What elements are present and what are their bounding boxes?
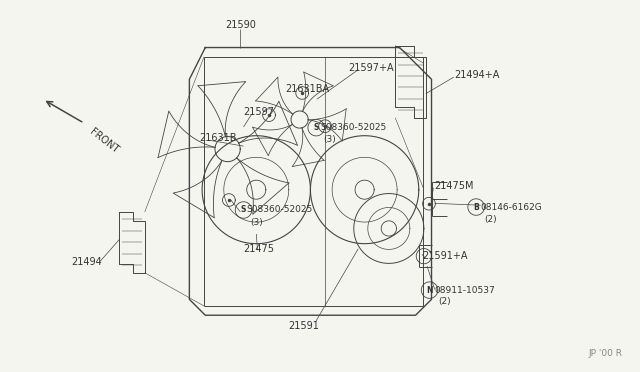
Text: (3): (3): [250, 218, 262, 227]
Text: N: N: [426, 286, 433, 295]
Text: 21631B: 21631B: [199, 133, 236, 143]
Text: JP '00 R: JP '00 R: [589, 349, 623, 358]
Text: S: S: [241, 205, 246, 215]
Text: 08146-6162G: 08146-6162G: [481, 202, 542, 212]
Text: 21475M: 21475M: [435, 181, 474, 191]
Text: 21494: 21494: [72, 257, 102, 267]
Text: S08360-52025: S08360-52025: [320, 123, 387, 132]
Text: (2): (2): [438, 298, 451, 307]
Text: (2): (2): [484, 215, 497, 224]
Text: FRONT: FRONT: [88, 127, 120, 155]
Text: 21475: 21475: [244, 244, 275, 254]
Text: 08911-10537: 08911-10537: [435, 286, 495, 295]
Text: 21631BA: 21631BA: [285, 84, 329, 94]
Text: S08360-52025: S08360-52025: [246, 205, 313, 215]
Text: 21590: 21590: [225, 20, 256, 31]
Text: 21597+A: 21597+A: [349, 63, 394, 73]
Text: B: B: [473, 202, 479, 212]
Text: 21591: 21591: [289, 321, 319, 331]
Text: 21597: 21597: [244, 107, 275, 117]
Text: (3): (3): [323, 135, 336, 144]
Text: S: S: [314, 123, 319, 132]
Text: 21591+A: 21591+A: [422, 251, 467, 261]
Text: 21494+A: 21494+A: [454, 70, 499, 80]
